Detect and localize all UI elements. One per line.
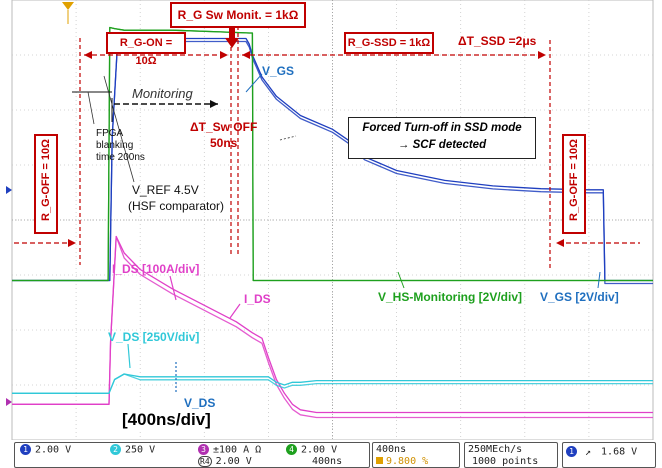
ref4-time: 400ns [312,456,343,467]
rg-off-left-box: R_G-OFF = 10Ω [34,134,58,234]
trigger-position-marker [376,457,383,464]
vref-label: V_REF 4.5V (HSF comparator) [128,182,224,214]
ch1-badge: 1 [20,444,31,455]
vds-low-label: V_DS [184,396,216,410]
forced-turnoff-box: Forced Turn-off in SSD mode → SCF detect… [348,117,536,159]
scope-plot [6,0,654,440]
ch4-badge: 4 [286,444,297,455]
rg-ssd-box: R_G-SSD = 1kΩ [344,32,434,54]
vref-line-2: (HSF comparator) [128,199,225,213]
rg-ssd-label: R_G-SSD = 1kΩ [347,37,431,49]
scope-status-bar: 1 2.00 V 2 250 V 3 ±100 A Ω 4 2.00 V R4 2.00 … [0,440,662,468]
ch2-setting[interactable]: 2 250 V [110,444,155,456]
dt-ssd-label: ΔT_SSD =2μs [458,34,537,48]
monitoring-label: Monitoring [130,86,195,101]
vhs-leader-line [397,271,405,289]
ch1-ground-marker [6,186,12,194]
ch1-setting[interactable]: 1 2.00 V [20,444,71,456]
fpga-line-3: time 200ns [96,152,145,163]
rg-sw-monit-box: R_G Sw Monit. = 1kΩ [170,2,306,28]
ref4-value: 2.00 V [215,456,252,467]
ch3-ground-marker [6,398,12,406]
vds-scale-label: V_DS [250V/div] [108,330,200,344]
annotation-markers [6,2,640,406]
trace-vhs-monitoring-repeat [12,26,653,282]
rg-on-arrow-left [84,51,92,59]
ids-scale-leader [169,275,177,301]
ch3-badge: 3 [198,444,209,455]
rg-on-label: R_G-ON = 10Ω [119,37,173,67]
vgs-scale-leader [597,271,601,289]
vhs-monitoring-label: V_HS-Monitoring [2V/div] [378,290,522,304]
rg-off-left-arrow [68,239,76,247]
ch2-badge: 2 [110,444,121,455]
vgs-leader-line [245,73,263,93]
ids-mid-label: I_DS [244,292,271,306]
ch3-unit: Ω [255,444,262,456]
rg-sw-monit-label: R_G Sw Monit. = 1kΩ [177,8,299,22]
rg-off-left-label: R_G-OFF = 10Ω [40,139,52,221]
timebase-value: 400ns [376,444,407,455]
time-div-label: [400ns/div] [120,410,213,430]
ch1-value: 2.00 V [35,444,72,456]
trace-vds-repeat [12,373,653,394]
sw-monit-arrow-stem [229,26,235,40]
monitoring-arrow [210,100,218,108]
forced-line-1: Forced Turn-off in SSD mode [362,122,522,134]
ch3-setting[interactable]: 3 ±100 A Ω [198,444,261,456]
fpga-label: FPGA blanking time 200ns [96,128,145,164]
trigger-position: 9.800 % [376,456,428,467]
dt-sw-off-line-1: ΔT_Sw OFF [190,120,258,134]
graticule [11,0,654,440]
ch3-value: ±100 A [213,444,250,456]
trigger-setting: 1 ↗ 1.68 V [566,446,637,458]
fpga-line-2: blanking [96,140,134,151]
dt-sw-off-label: ΔT_Sw OFF 50ns [190,119,257,151]
ref4-setting[interactable]: R4 2.00 V [198,456,252,467]
trace-ids-repeat [12,235,653,419]
record-points: 1000 points [472,456,539,467]
ids-mid-leader [229,303,241,319]
sample-rate: 250MEch/s [468,444,523,455]
fpga-line-1: FPGA [96,128,124,139]
rg-ssd-arrow-right [538,51,546,59]
dt-sw-off-line-2: 50ns [209,136,238,150]
ids-scale-label: I_DS [100A/div] [112,262,200,276]
rg-on-arrow-right [220,51,228,59]
ch4-value: 2.00 V [301,444,338,456]
trigger-ch-badge: 1 [566,446,577,457]
forced-line-2: → SCF detected [397,139,487,151]
trigger-level: 1.68 V [601,446,638,458]
vref-leader-line [103,75,135,183]
vds-scale-leader [127,343,131,369]
fpga-leader-line [87,91,95,125]
rg-on-box: R_G-ON = 10Ω [106,32,186,67]
vgs-scale-label: V_GS [2V/div] [540,290,619,304]
vref-line-1: V_REF 4.5V [132,183,199,197]
rg-off-right-arrow [556,239,564,247]
trigger-position-value: 9.800 % [386,456,429,467]
trigger-position-marker [62,2,74,10]
ch2-value: 250 V [125,444,156,456]
sw-monit-arrow-head [225,38,239,48]
ch4-setting[interactable]: 4 2.00 V [286,444,337,456]
vgs-top-label: V_GS [262,64,295,78]
ref4-badge: R4 [198,456,212,467]
rg-off-right-box: R_G-OFF = 10Ω [562,134,586,234]
rg-off-right-label: R_G-OFF = 10Ω [568,139,580,221]
ssd-leader-line [279,135,297,141]
trigger-slope-icon: ↗ [585,446,592,458]
rg-ssd-arrow-left [242,51,250,59]
